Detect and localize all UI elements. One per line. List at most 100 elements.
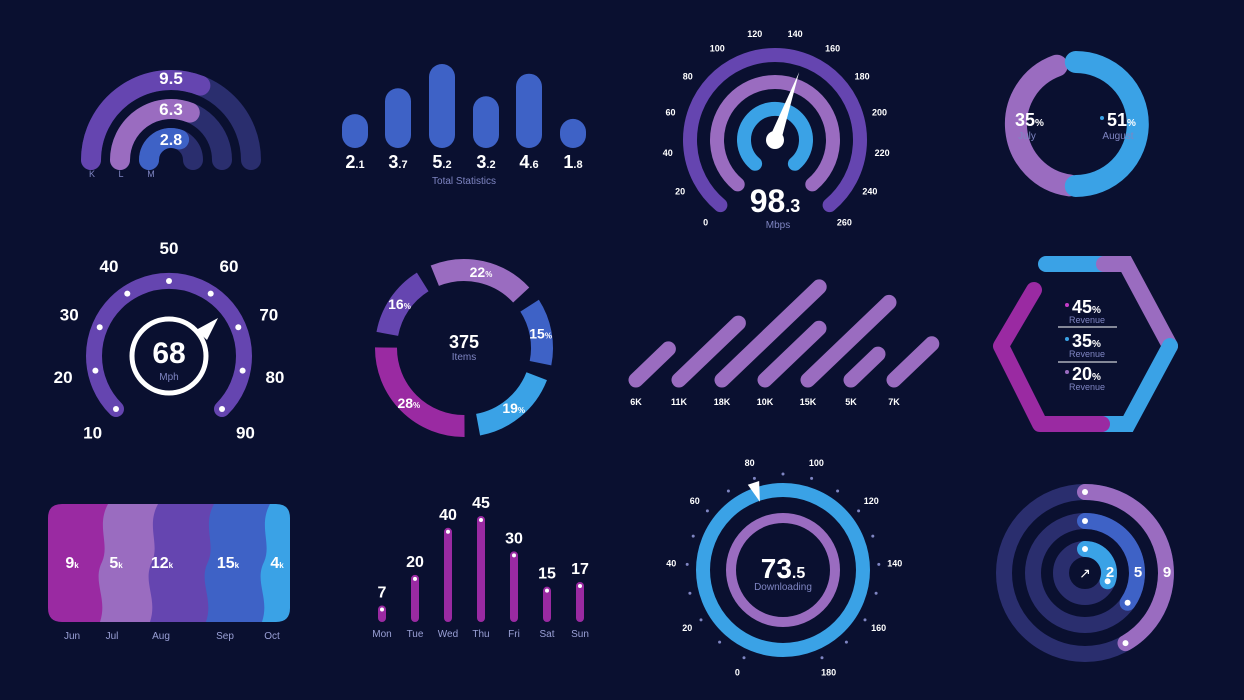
download-label: Downloading [754, 582, 812, 593]
revenue-bullet [1065, 370, 1069, 374]
weekly-value-label: 45 [472, 495, 490, 512]
download-value-minor: .5 [792, 565, 805, 582]
mbps-tick-label: 40 [663, 148, 673, 158]
download-tick-dot [877, 562, 881, 566]
mbps-value-major: 98 [750, 183, 786, 219]
mbps-tick-label: 240 [862, 187, 877, 197]
mbps-tick-label: 200 [872, 108, 887, 118]
total-bar-label: 3.2 [476, 152, 495, 172]
klm-value-arc [138, 127, 190, 170]
weekly-value-label: 30 [505, 530, 523, 547]
july-label: July [1018, 131, 1036, 142]
ring-value-label: 2 [1106, 564, 1114, 581]
monthly-category-label: Sep [216, 631, 234, 642]
mbps-tick-label: 80 [683, 71, 693, 81]
download-tick-label: 40 [666, 559, 676, 569]
items-segment [374, 347, 465, 438]
weekly-value-label: 20 [406, 554, 424, 571]
download-gauge: 0 20 40 60 80 100 120 140 160 180 73.5 Downloadin… [666, 458, 902, 677]
items-segment-label: 19% [502, 400, 525, 416]
download-tick-dot [810, 476, 814, 480]
revenue-segment [1096, 256, 1178, 354]
mph-pointer [196, 318, 218, 340]
svg-text:98.3: 98.3 [750, 183, 801, 219]
ring-end-dot [1104, 578, 1111, 585]
weekly-bar [510, 551, 518, 622]
diagonal-bar [628, 341, 676, 388]
arrow-icon: ↗ [1079, 565, 1091, 581]
mbps-ring [737, 102, 813, 171]
items-center-value: 375 [449, 332, 479, 352]
mph-gauge: 10 20 30 40 50 60 70 80 90 68 Mph [54, 239, 285, 442]
diagonal-bar [886, 336, 940, 388]
download-tick-dot [836, 489, 840, 493]
weekly-category-label: Mon [372, 629, 391, 640]
svg-text:20%: 20% [1072, 364, 1101, 384]
download-tick-dot [699, 618, 703, 622]
total-bar-label: 1.8 [563, 152, 582, 172]
weekly-value-label: 17 [571, 561, 589, 578]
august-bullet [1100, 116, 1104, 120]
monthly-category-label: Jun [64, 631, 80, 642]
download-tick-dot [718, 640, 722, 644]
diagonal-bar-label: 15K [800, 397, 817, 407]
weekly-category-label: Fri [508, 629, 520, 640]
weekly-category-label: Tue [407, 629, 424, 640]
diagonal-bar-label: 7K [888, 397, 900, 407]
diagonal-bar [671, 315, 746, 388]
diagonal-bar [757, 320, 827, 388]
diagonal-bar [800, 294, 897, 388]
monthly-category-label: Aug [152, 631, 170, 642]
august-label: August [1102, 131, 1133, 142]
svg-text:35%: 35% [1072, 331, 1101, 351]
mph-tick-label: 10 [83, 423, 102, 442]
klm-rainbow-chart: 9.5 6.3 2.8 K L M [81, 69, 261, 179]
revenue-unit: % [1092, 305, 1101, 316]
klm-value-arc [110, 99, 200, 170]
revenue-bullet [1065, 303, 1069, 307]
items-donut: 22% 15% 19% 28% 16% 375 Items [374, 259, 553, 438]
weekly-value-label: 40 [439, 507, 457, 524]
klm-value-arc [81, 70, 211, 170]
ring-value-label: 5 [1134, 564, 1142, 581]
mbps-tick-label: 140 [788, 29, 803, 39]
items-segment [376, 272, 429, 337]
monthly-value-label: 4k [270, 555, 284, 572]
diagonal-bar [714, 279, 827, 388]
items-segment-label: 22% [470, 264, 493, 280]
items-segment [475, 371, 547, 436]
total-bar [560, 118, 586, 148]
svg-text:45%: 45% [1072, 297, 1101, 317]
total-statistics-chart: 2.1 3.7 5.2 3.2 4.6 1.8 Total Statistics [342, 64, 586, 187]
diagonal-bar-label: 18K [714, 397, 731, 407]
svg-text:51%: 51% [1107, 110, 1136, 130]
mbps-tick-label: 20 [675, 187, 685, 197]
mph-tick-label: 50 [160, 239, 179, 258]
mbps-tick-label: 100 [710, 44, 725, 54]
total-bar [342, 114, 368, 148]
items-segment-label: 28% [397, 395, 420, 411]
mph-tick-label: 90 [236, 423, 255, 442]
weekly-bar [411, 574, 419, 622]
revenue-label: Revenue [1069, 382, 1105, 392]
download-tick-dot [742, 656, 746, 660]
download-tick-label: 0 [735, 667, 740, 677]
items-segment-label: 15% [529, 325, 552, 341]
weekly-bar-dot [512, 553, 516, 558]
august-percent: 51 [1107, 110, 1127, 130]
download-tick-dot [752, 476, 756, 480]
ring-start-dot [1082, 546, 1088, 552]
revenue-hexagon: 45% Revenue 35% Revenue 20% Revenue [993, 256, 1178, 432]
mph-tick-dot [239, 367, 246, 374]
mbps-tick-label: 120 [747, 29, 762, 39]
download-tick-dot [844, 640, 848, 644]
weekly-bar-dot [578, 583, 582, 588]
mph-unit: Mph [159, 372, 178, 383]
concentric-rings-chart: ↗ 2 5 9 [996, 484, 1174, 662]
klm-category-label: M [147, 169, 155, 179]
july-bullet [1008, 116, 1012, 120]
mph-tick-label: 30 [60, 306, 79, 325]
diagonal-bar-label: 11K [671, 397, 688, 407]
download-tick-label: 60 [690, 496, 700, 506]
